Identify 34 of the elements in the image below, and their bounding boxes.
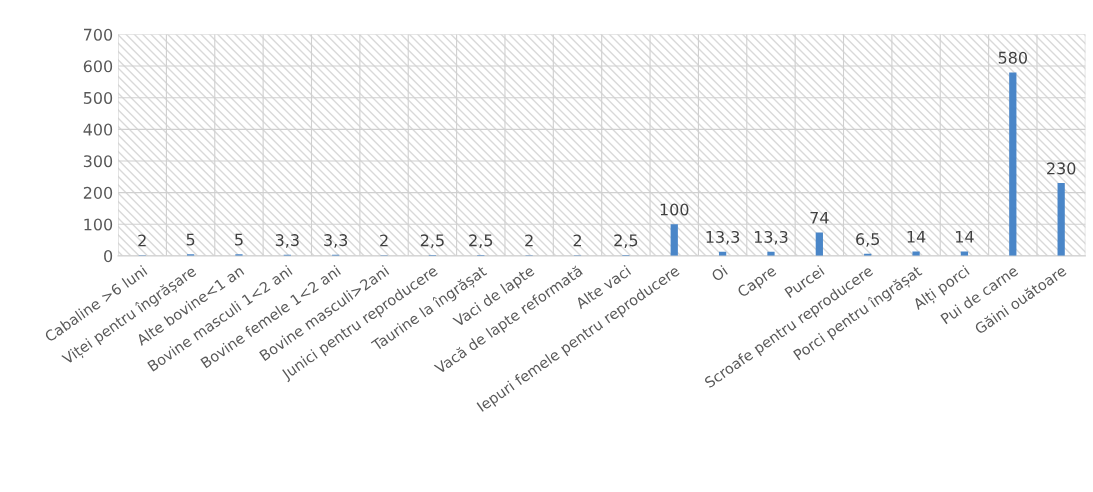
data-label: 14 bbox=[956, 230, 974, 243]
bar bbox=[815, 232, 823, 256]
data-label: 14 bbox=[907, 230, 926, 243]
data-label: 13,3 bbox=[754, 230, 788, 245]
data-label: 2 bbox=[380, 234, 388, 247]
data-label: 3,3 bbox=[275, 234, 299, 248]
bar bbox=[1009, 72, 1017, 256]
bar bbox=[1057, 183, 1065, 256]
y-tick-label: 400 bbox=[83, 123, 113, 136]
data-label: 2 bbox=[138, 234, 146, 247]
bar bbox=[670, 224, 678, 256]
y-tick-label: 700 bbox=[84, 28, 113, 41]
y-tick-label: 600 bbox=[83, 60, 113, 73]
data-label: 100 bbox=[660, 203, 689, 216]
data-label: 230 bbox=[1047, 162, 1076, 175]
y-tick-label: 500 bbox=[83, 91, 113, 104]
data-label: 2,5 bbox=[420, 234, 444, 249]
y-tick-label: 200 bbox=[83, 186, 113, 199]
data-label: 13,3 bbox=[706, 230, 740, 245]
bar bbox=[912, 251, 920, 256]
data-label: 2,5 bbox=[614, 234, 638, 249]
data-label: 2 bbox=[525, 234, 533, 247]
y-tick-label: 0 bbox=[104, 250, 113, 263]
data-label: 2,5 bbox=[469, 234, 493, 249]
data-label: 2 bbox=[573, 234, 581, 247]
x-tick-label: Oi bbox=[710, 264, 728, 282]
data-label: 5 bbox=[235, 233, 243, 246]
data-label: 580 bbox=[998, 51, 1027, 64]
y-tick-label: 100 bbox=[84, 218, 113, 231]
data-label: 3,3 bbox=[324, 234, 348, 248]
y-tick-label: 300 bbox=[83, 155, 113, 168]
data-label: 5 bbox=[186, 233, 195, 246]
data-label: 6,5 bbox=[856, 233, 880, 247]
data-label: 74 bbox=[810, 211, 829, 224]
